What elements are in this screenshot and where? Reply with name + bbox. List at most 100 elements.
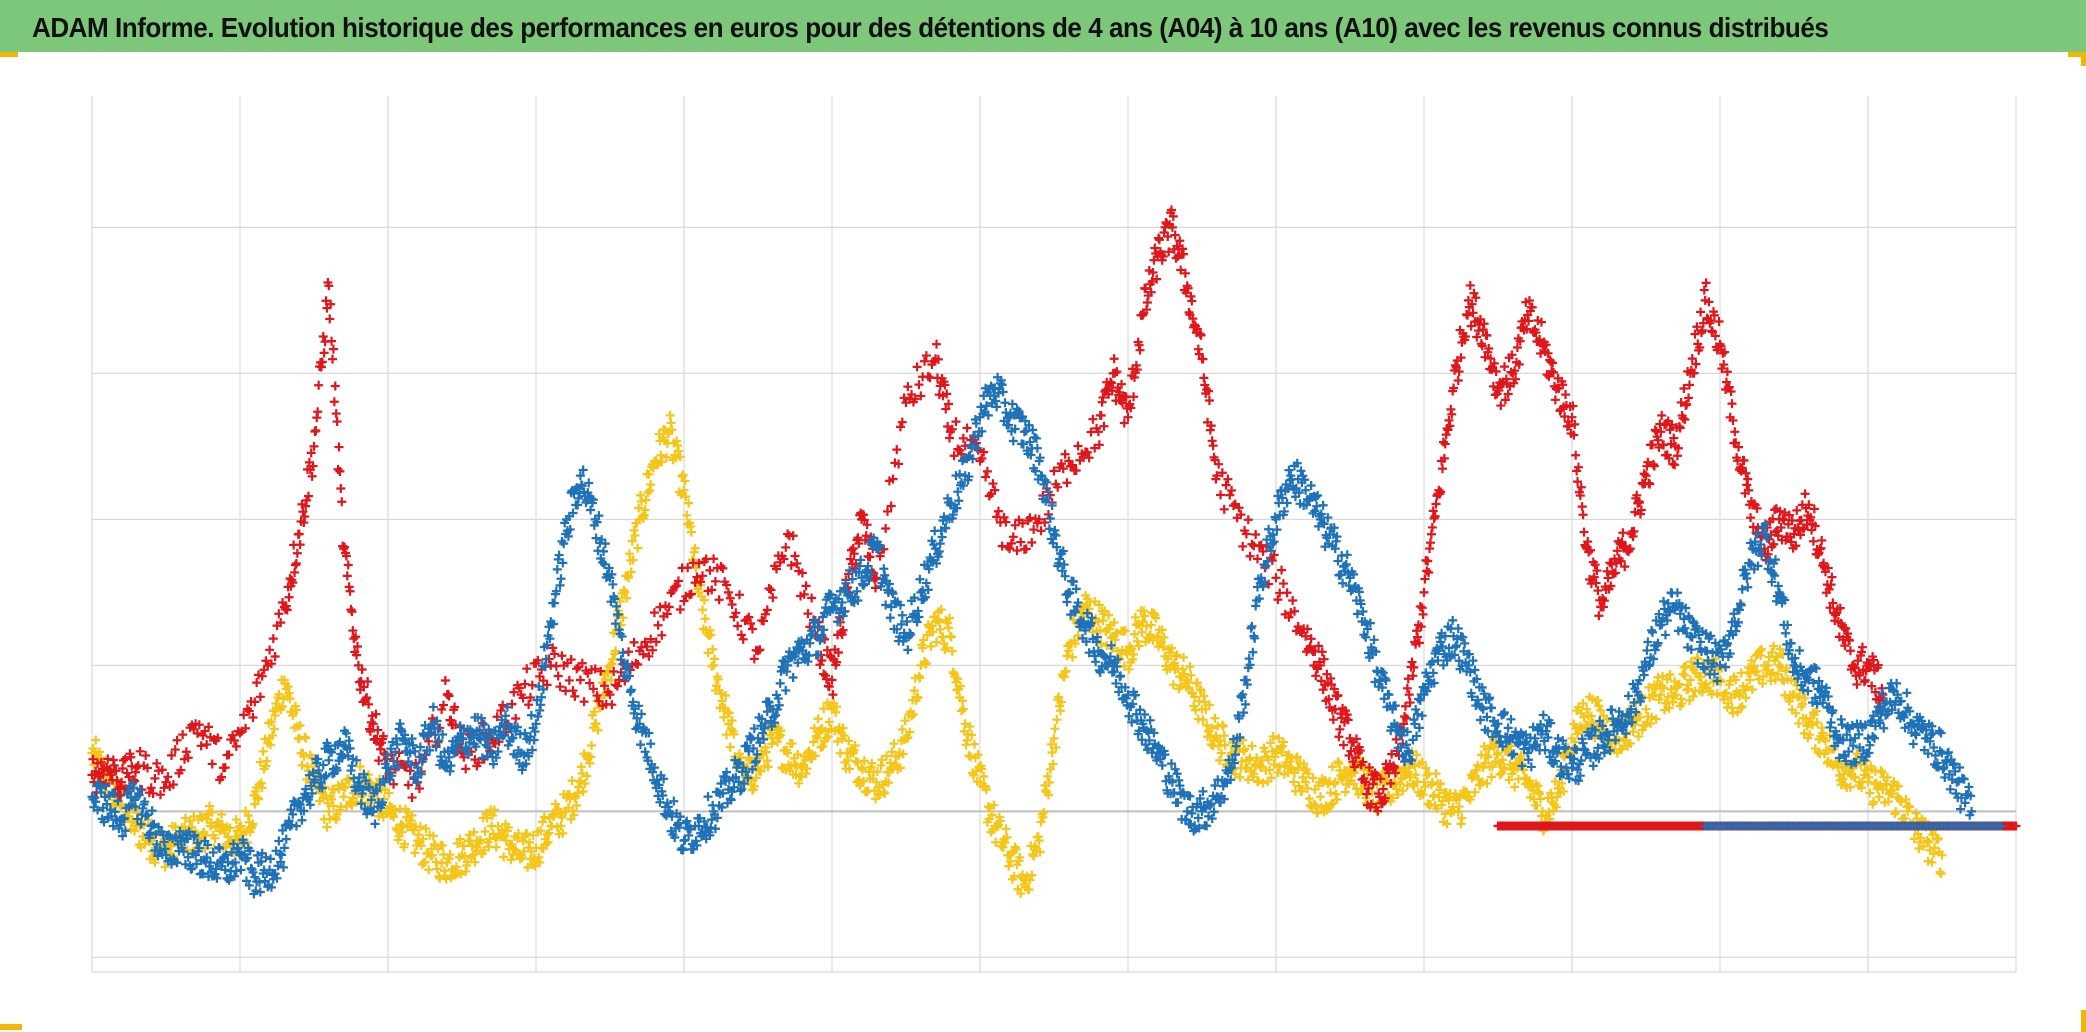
series-point <box>1096 639 1106 649</box>
series-point <box>459 841 469 851</box>
series-point <box>470 857 480 867</box>
series-point <box>1109 354 1119 364</box>
series-point <box>983 802 993 812</box>
series-point <box>1247 741 1257 751</box>
series-point <box>673 446 683 456</box>
series-point <box>681 492 691 502</box>
series-point <box>163 772 173 782</box>
series-point <box>297 815 307 825</box>
series-point <box>1298 772 1308 782</box>
series-point <box>1516 751 1526 761</box>
series-point <box>556 574 566 584</box>
series-point <box>1496 401 1506 411</box>
series-point <box>535 858 545 868</box>
series-point <box>903 733 913 743</box>
series-point <box>1419 587 1429 597</box>
series-point <box>1238 541 1248 551</box>
series-point <box>415 822 425 832</box>
series-point <box>274 689 284 699</box>
series-point <box>410 848 420 858</box>
series-point <box>1546 357 1556 367</box>
series-point <box>1311 671 1321 681</box>
series-point <box>1230 769 1240 779</box>
series-point <box>325 314 335 324</box>
series-point <box>630 530 640 540</box>
series-point <box>295 720 305 730</box>
series-point <box>1477 777 1487 787</box>
series-point <box>1153 631 1163 641</box>
series-point <box>1029 851 1039 861</box>
series-point <box>424 865 434 875</box>
series-point <box>428 702 438 712</box>
series-point <box>1550 395 1560 405</box>
series-point <box>1737 702 1747 712</box>
series-point <box>266 740 276 750</box>
series-point <box>1256 540 1266 550</box>
series-point <box>821 733 831 743</box>
series-point <box>679 485 689 495</box>
series-point <box>258 746 268 756</box>
series-point <box>1306 480 1316 490</box>
series-point <box>1124 664 1134 674</box>
series-point <box>1425 799 1435 809</box>
series-point <box>982 466 992 476</box>
series-point <box>636 709 646 719</box>
series-point <box>542 829 552 839</box>
series-point <box>467 841 477 851</box>
series-point <box>1499 764 1509 774</box>
series-point <box>1657 410 1667 420</box>
series-point <box>736 630 746 640</box>
series-point <box>629 637 639 647</box>
series-point <box>569 810 579 820</box>
series-point <box>1138 617 1148 627</box>
series-point <box>1645 479 1655 489</box>
series-point <box>303 491 313 501</box>
series-point <box>1411 770 1421 780</box>
series-point <box>88 743 98 753</box>
series-point <box>1857 642 1867 652</box>
series-point <box>1225 490 1235 500</box>
series-point <box>130 826 140 836</box>
series-point <box>640 505 650 515</box>
series-point <box>1506 741 1516 751</box>
series-point <box>550 809 559 819</box>
series-point <box>981 472 991 482</box>
series-point <box>1265 765 1275 775</box>
series-point <box>550 598 559 608</box>
series-point <box>608 654 618 664</box>
series-point <box>1132 636 1142 646</box>
series-point <box>1418 609 1428 619</box>
series-point <box>1185 662 1195 672</box>
series-point <box>1469 288 1479 298</box>
series-point <box>327 336 337 346</box>
series-point <box>1059 560 1069 570</box>
data-points <box>87 205 2021 899</box>
series-point <box>957 706 966 716</box>
series-point <box>889 739 899 749</box>
series-point <box>819 704 829 714</box>
series-point <box>1261 561 1271 571</box>
series-point <box>912 362 922 372</box>
series-point <box>1274 733 1284 743</box>
series-point <box>518 836 528 846</box>
series-point <box>1062 478 1072 488</box>
series-point <box>1006 848 1016 858</box>
series-point <box>900 716 910 726</box>
series-point <box>321 771 331 781</box>
series-point <box>725 593 735 603</box>
series-point <box>1658 671 1668 681</box>
series-point <box>396 819 406 829</box>
series-point <box>577 769 587 779</box>
series-point <box>768 593 778 603</box>
series-point <box>1268 732 1278 742</box>
series-point <box>1220 740 1230 750</box>
series-point <box>207 759 217 769</box>
series-point <box>1699 285 1709 295</box>
series-point <box>1137 627 1147 637</box>
series-point <box>543 837 553 847</box>
series-point <box>1009 871 1019 881</box>
series-point <box>725 742 735 752</box>
series-point <box>1427 522 1437 532</box>
series-point <box>1157 625 1167 635</box>
series-point <box>1207 723 1217 733</box>
